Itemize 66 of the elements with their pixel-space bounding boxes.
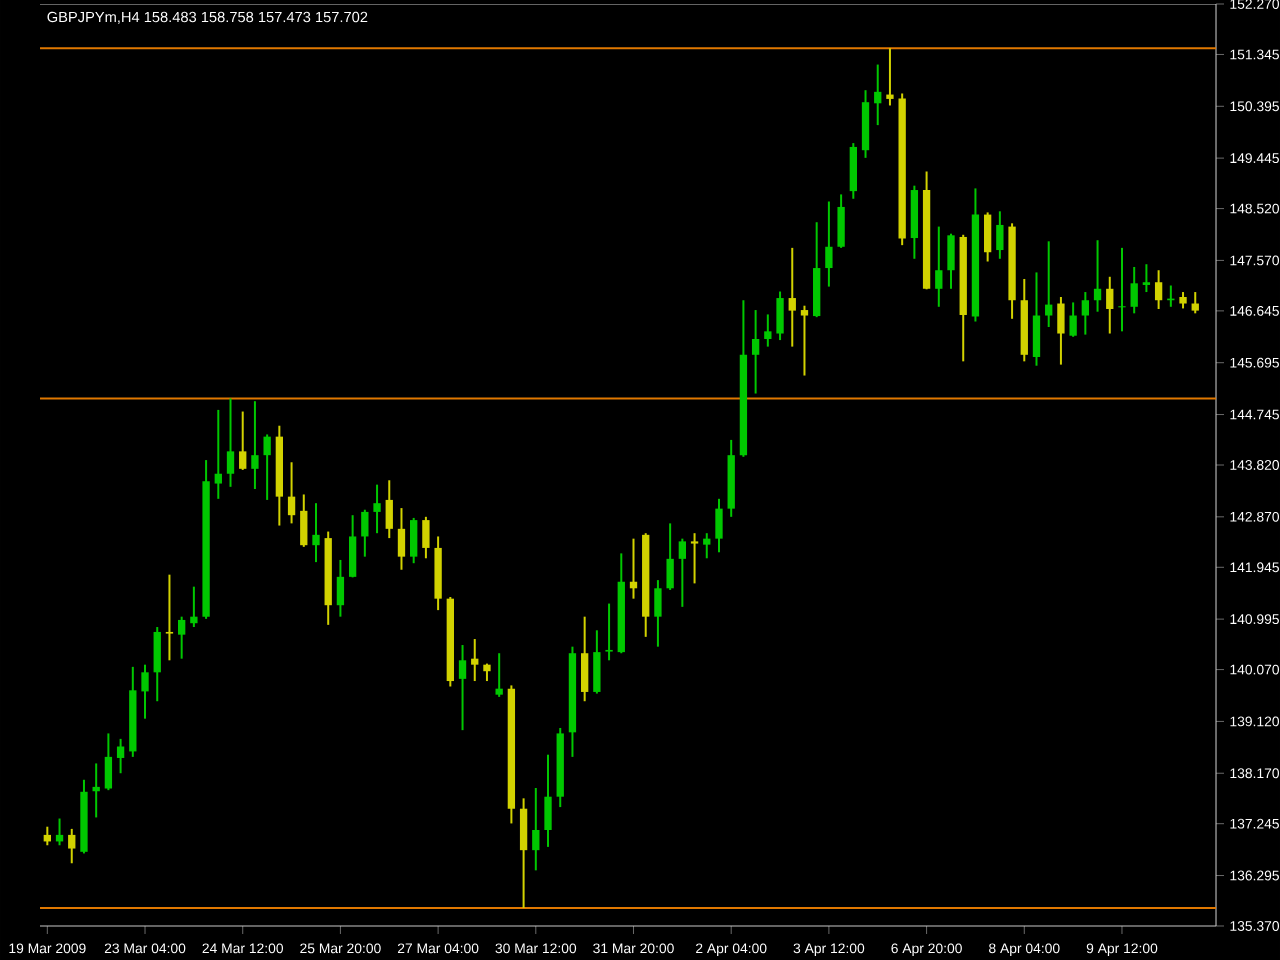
candlestick [165, 573, 174, 662]
candlestick [348, 514, 357, 579]
candlestick [947, 232, 955, 290]
candlestick [422, 515, 430, 560]
candlestick [837, 193, 845, 249]
candlestick [263, 433, 271, 501]
candlestick [251, 400, 259, 491]
candlestick [935, 225, 943, 308]
candlestick [1045, 240, 1053, 328]
candlestick [800, 304, 809, 377]
candlestick [996, 210, 1004, 260]
candlestick [68, 827, 76, 865]
candlestick [1093, 239, 1102, 313]
candlestick [373, 483, 381, 535]
candlestick [532, 786, 540, 872]
candlestick [703, 532, 711, 560]
candlestick [226, 397, 235, 488]
candlestick [495, 652, 503, 698]
candlestick [751, 309, 760, 395]
candlestick [153, 626, 161, 703]
candlestick [788, 246, 796, 348]
candlestick [764, 313, 772, 348]
candlestick [825, 200, 833, 288]
candlestick [886, 47, 894, 107]
candlestick [580, 615, 589, 703]
candlestick [593, 629, 601, 695]
candlestick [1130, 265, 1138, 315]
candlestick [336, 558, 345, 618]
candlestick [544, 753, 552, 848]
candlestick [1191, 291, 1199, 315]
candlestick [385, 479, 393, 540]
candlestick [690, 532, 699, 585]
candlestick [983, 211, 992, 263]
candlestick [1154, 269, 1163, 310]
candlestick [1069, 301, 1077, 338]
candlestick [190, 585, 198, 629]
candlestick [605, 602, 613, 662]
candlestick [361, 508, 369, 558]
candlestick [104, 732, 113, 792]
candlestick [1032, 271, 1041, 367]
candlestick [178, 615, 186, 660]
candlestick [910, 184, 919, 260]
candlestick [458, 644, 467, 732]
candlestick [874, 63, 882, 127]
candlestick [654, 579, 662, 648]
candlestick [410, 516, 418, 565]
candlestick [312, 502, 320, 564]
candlestick [300, 493, 308, 548]
candlestick [1142, 263, 1151, 294]
candlestick [287, 461, 296, 525]
candlestick [397, 507, 406, 571]
candlestick [776, 290, 784, 342]
candlestick [1081, 291, 1090, 336]
candlestick [849, 142, 857, 200]
candlestick [715, 497, 723, 554]
candlestick [471, 638, 479, 683]
candlestick [214, 408, 222, 500]
candlestick [519, 797, 528, 909]
candlestick [1057, 295, 1065, 366]
candlestick [666, 522, 674, 591]
candlestick [678, 537, 687, 608]
candlestick [141, 663, 149, 720]
candlestick [239, 410, 247, 471]
candlestick [1106, 275, 1114, 335]
candlestick [1118, 246, 1126, 333]
candlestick [116, 737, 125, 775]
